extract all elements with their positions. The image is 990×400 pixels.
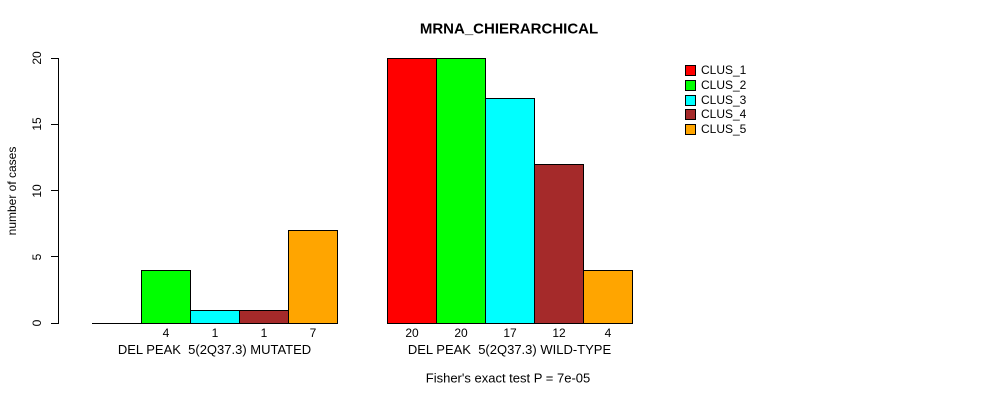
y-axis-tick	[51, 190, 58, 191]
x-category-label: DEL PEAK 5(2Q37.3) WILD-TYPE	[407, 342, 612, 357]
bar-clus_2-group1	[141, 270, 191, 324]
legend-swatch-clus_2	[685, 79, 696, 91]
bar-value-label: 1	[260, 326, 268, 340]
bar-value-label: 17	[503, 326, 517, 340]
bar-value-label: 7	[309, 326, 317, 340]
x-category-label: DEL PEAK 5(2Q37.3) MUTATED	[117, 342, 312, 357]
y-axis-tick	[51, 322, 58, 324]
y-tick-label: 20	[30, 51, 44, 65]
chart-title: MRNA_CHIERARCHICAL	[419, 20, 599, 38]
legend-label: CLUS_3	[701, 92, 747, 107]
y-axis-tick	[51, 57, 58, 59]
bar-clus_2-group2	[436, 58, 486, 324]
bar-value-label: 20	[405, 326, 419, 340]
legend-swatch-clus_4	[685, 109, 696, 121]
y-axis-line	[58, 58, 59, 324]
bar-clus_3-group1	[190, 309, 240, 324]
bar-value-label: 20	[454, 326, 468, 340]
legend-swatch-clus_1	[685, 65, 696, 76]
legend-label: CLUS_5	[701, 122, 747, 136]
legend-label: CLUS_1	[701, 63, 747, 77]
bar-clus_4-group1	[239, 309, 289, 324]
y-tick-label: 10	[30, 183, 44, 198]
legend-swatch-clus_3	[685, 94, 696, 106]
legend-label: CLUS_2	[701, 77, 747, 92]
bar-value-label: 1	[211, 326, 219, 340]
bar-clus_5-group2	[583, 270, 633, 324]
legend-swatch-clus_5	[685, 124, 696, 135]
y-tick-label: 5	[30, 253, 44, 261]
bar-clus_5-group1	[288, 230, 338, 324]
y-tick-label: 15	[30, 117, 44, 131]
bar-clus_4-group2	[534, 164, 584, 324]
bar-value-label: 4	[162, 326, 170, 340]
y-axis-tick	[51, 123, 58, 125]
y-axis-title: number of cases	[5, 146, 19, 236]
chart-footer-annotation: Fisher's exact test P = 7e-05	[425, 370, 591, 386]
bar-value-label: 4	[604, 326, 612, 340]
bar-clus_1-group2	[387, 58, 437, 324]
y-axis-tick	[51, 256, 58, 258]
bar-clus_3-group2	[485, 97, 535, 324]
bar-value-label: 12	[552, 326, 566, 340]
y-tick-label: 0	[30, 319, 44, 327]
legend-label: CLUS_4	[701, 107, 747, 122]
